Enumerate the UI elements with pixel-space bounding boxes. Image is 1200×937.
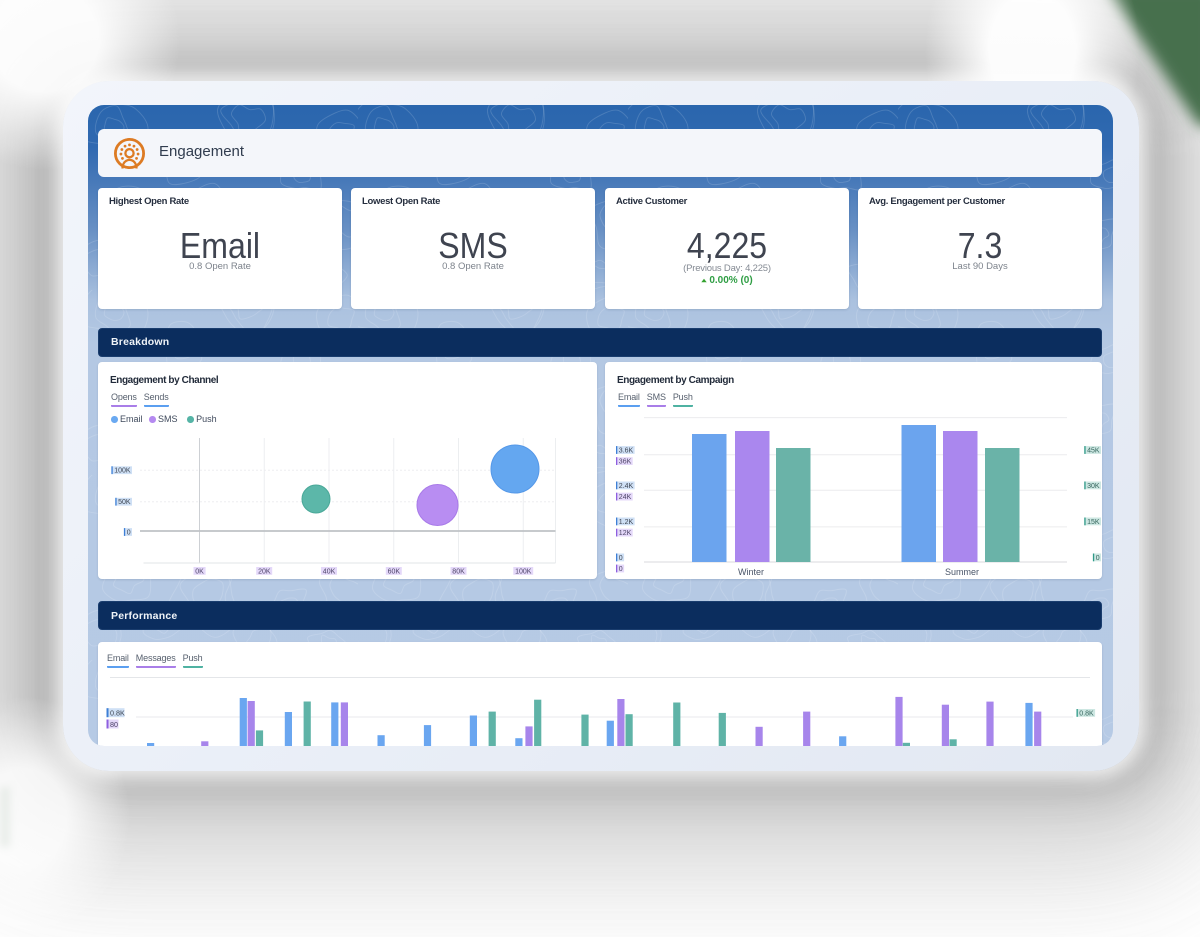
svg-text:36K: 36K: [619, 459, 632, 466]
svg-text:1.2K: 1.2K: [619, 519, 634, 526]
svg-text:Summer: Summer: [945, 567, 979, 577]
svg-text:0.8K: 0.8K: [110, 709, 125, 718]
svg-text:0: 0: [619, 566, 623, 573]
svg-text:45K: 45K: [1087, 448, 1100, 455]
svg-text:30K: 30K: [1087, 483, 1100, 490]
svg-text:12K: 12K: [619, 530, 632, 537]
svg-text:100K: 100K: [515, 569, 532, 576]
svg-text:0.8K: 0.8K: [1079, 710, 1094, 717]
svg-text:80K: 80K: [452, 569, 465, 576]
svg-text:15K: 15K: [1087, 519, 1100, 526]
svg-text:40K: 40K: [323, 569, 336, 576]
svg-text:0: 0: [1096, 555, 1100, 562]
svg-text:80: 80: [110, 720, 118, 729]
svg-text:Winter: Winter: [738, 567, 764, 577]
svg-text:24K: 24K: [619, 494, 632, 501]
svg-text:50K: 50K: [118, 499, 131, 506]
svg-text:0: 0: [619, 555, 623, 562]
svg-text:100K: 100K: [114, 468, 131, 475]
svg-text:3.6K: 3.6K: [619, 448, 634, 455]
svg-text:0K: 0K: [195, 569, 204, 576]
svg-text:20K: 20K: [258, 569, 271, 576]
svg-text:60K: 60K: [388, 569, 401, 576]
svg-text:2.4K: 2.4K: [619, 483, 634, 490]
svg-text:0: 0: [127, 530, 131, 537]
